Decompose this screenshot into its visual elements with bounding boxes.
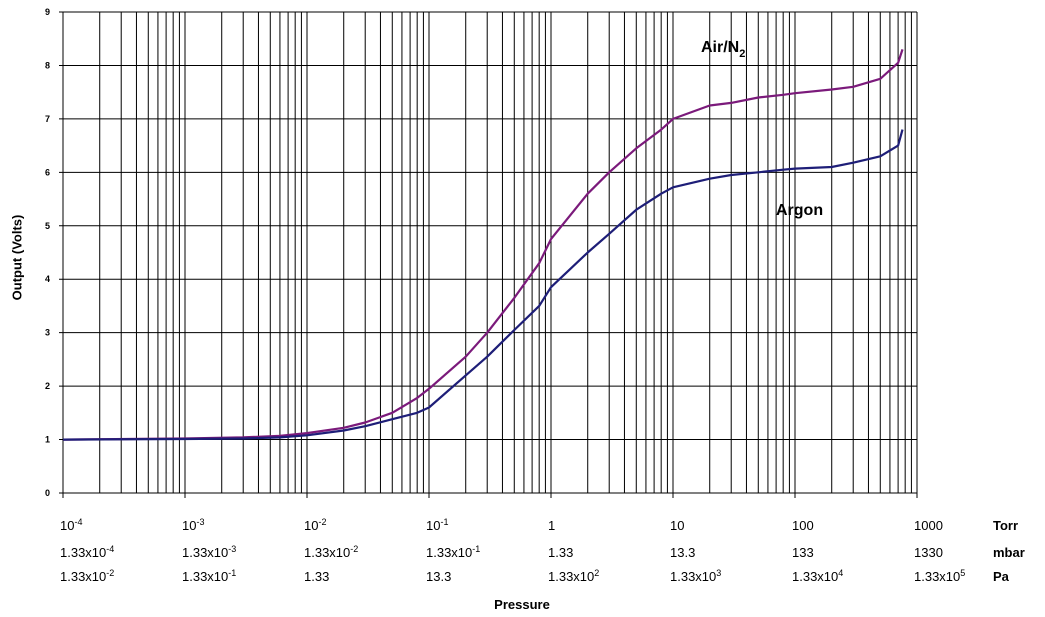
x-tick-exponent: 5 [960,568,966,578]
x-tick-label: 1330 [914,545,943,560]
x-tick-exponent: -4 [106,544,115,554]
x-tick-base: 1.33x10 [426,545,473,560]
x-tick-exponent: 3 [716,568,722,578]
x-tick-label: 1.33x10-4 [60,544,115,561]
x-tick-base: 1.33x10 [60,569,107,584]
series-line [62,49,904,441]
y-tick-label: 8 [45,60,50,70]
x-tick-exponent: 4 [838,568,844,578]
x-tick-label: 100 [792,518,814,533]
x-tick-base: 13.3 [670,545,696,560]
x-tick-label: 133 [792,545,814,560]
x-tick-exponent: -1 [228,568,237,578]
x-tick-base: 1000 [914,518,943,533]
x-tick-exponent: -4 [74,517,83,527]
x-tick-base: 100 [792,518,814,533]
series-label: Argon [776,202,823,219]
x-tick-label: 13.3 [670,545,695,560]
x-tick-label: 10-2 [304,517,327,534]
x-tick-label: 1.33 [304,569,329,584]
x-unit-label: Torr [993,518,1019,533]
series-label-subscript: 2 [739,48,745,60]
x-tick-label: 1000 [914,518,943,533]
x-tick-label: 1.33x10-2 [304,544,359,561]
series-labels: Air/N2 Argon [701,39,823,219]
chart-grid [59,11,918,498]
x-tick-base: 1.33x10 [670,569,717,584]
x-tick-exponent: -2 [106,568,115,578]
x-tick-label: 10-3 [182,517,205,534]
x-tick-exponent: -3 [228,544,237,554]
x-tick-base: 10 [670,518,685,533]
x-unit-label: mbar [993,545,1025,560]
x-tick-label: 1.33x103 [670,568,722,585]
x-tick-label: 1.33x10-1 [182,568,237,585]
x-tick-base: 13.3 [426,569,452,584]
x-tick-label: 10-4 [60,517,83,534]
y-axis-title: Output (Volts) [9,214,25,301]
x-tick-label: 1 [548,518,555,533]
x-tick-base: 1.33x10 [914,569,961,584]
y-tick-label: 0 [45,488,50,498]
x-tick-label: 1.33x104 [792,568,844,585]
x-tick-exponent: -2 [318,517,327,527]
y-tick-label: 7 [45,114,50,124]
chart-series [62,49,904,441]
y-tick-label: 3 [45,328,50,338]
x-tick-base: 1.33x10 [60,545,107,560]
x-tick-base: 1.33x10 [304,545,351,560]
x-tick-label: 1.33x10-2 [60,568,115,585]
x-tick-base: 1.33x10 [548,569,595,584]
x-tick-exponent: -1 [472,544,481,554]
x-tick-base: 10 [304,518,319,533]
x-tick-exponent: -2 [350,544,359,554]
x-tick-base: 1.33 [304,569,330,584]
y-tick-label: 9 [45,7,50,17]
x-tick-label: 1.33x105 [914,568,966,585]
x-tick-base: 1.33x10 [792,569,839,584]
x-tick-base: 10 [182,518,197,533]
x-tick-base: 1330 [914,545,943,560]
x-tick-exponent: -3 [196,517,205,527]
x-tick-base: 1.33 [548,545,574,560]
x-tick-base: 1.33x10 [182,569,229,584]
x-tick-base: 1 [548,518,556,533]
series-label: Air/N2 [701,39,745,60]
x-tick-base: 1.33x10 [182,545,229,560]
x-unit-label: Pa [993,569,1009,584]
x-tick-label: 10-1 [426,517,449,534]
x-tick-label: 13.3 [426,569,451,584]
y-tick-label: 4 [45,274,50,284]
x-tick-exponent: 2 [594,568,600,578]
x-axis-title: Pressure [494,597,550,612]
x-tick-label: 1.33x102 [548,568,600,585]
x-tick-base: 10 [426,518,441,533]
x-tick-label: 1.33x10-1 [426,544,481,561]
y-axis-ticks: 0 1 2 3 4 5 6 7 8 9 [45,7,50,498]
x-tick-base: 10 [60,518,75,533]
y-tick-label: 6 [45,167,50,177]
x-tick-label: 1.33 [548,545,573,560]
y-tick-label: 5 [45,221,50,231]
x-tick-base: 133 [792,545,814,560]
series-line [62,129,904,441]
x-tick-label: 1.33x10-3 [182,544,237,561]
y-tick-label: 1 [45,435,50,445]
x-tick-exponent: -1 [440,517,449,527]
y-tick-label: 2 [45,381,50,391]
x-tick-label: 10 [670,518,684,533]
